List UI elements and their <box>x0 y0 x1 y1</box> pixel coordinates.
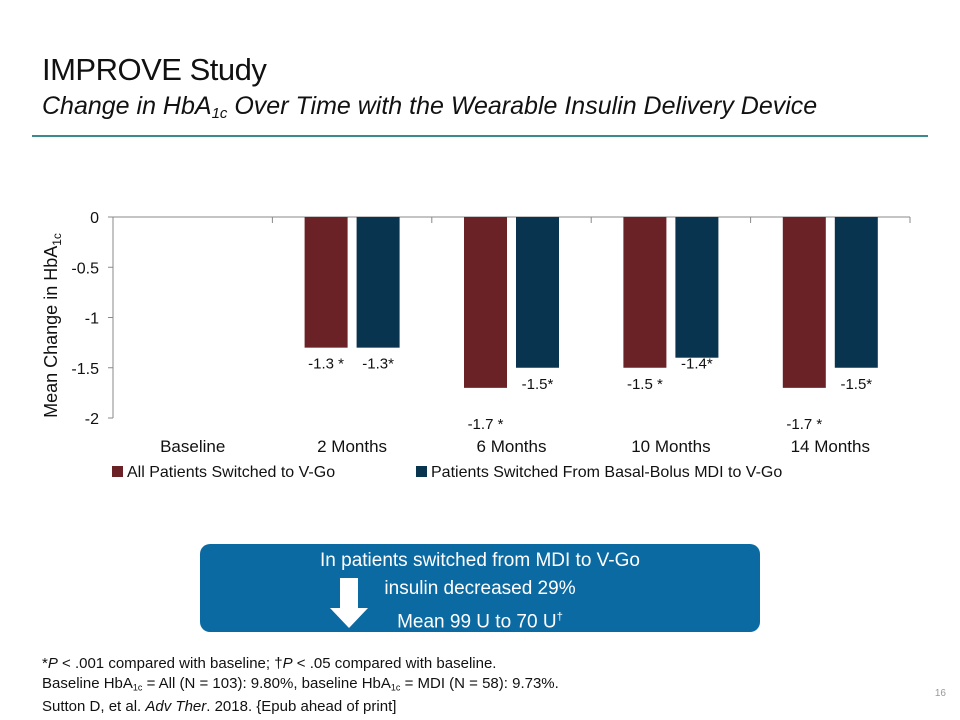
callout-line-2: insulin decreased 29% <box>384 578 576 599</box>
bar-all-patients <box>623 217 667 368</box>
data-label: -1.3* <box>362 356 394 373</box>
footnote-2-d: 1c <box>390 682 401 693</box>
legend-label: Patients Switched From Basal-Bolus MDI t… <box>431 464 782 481</box>
slide-title: IMPROVE Study <box>42 52 267 87</box>
callout-line-3: Mean 99 U to 70 U† <box>200 603 760 636</box>
callout-line-1: In patients switched from MDI to V-Go <box>320 550 640 571</box>
data-label: -1.7 * <box>786 416 822 433</box>
footnote-1-a: * <box>42 655 48 672</box>
footnote-1-c: < .001 compared with baseline; † <box>57 655 283 672</box>
slide-subtitle: Change in HbA1c Over Time with the Weara… <box>42 92 817 122</box>
callout-line-3-text: Mean 99 U to 70 U <box>397 611 557 633</box>
y-tick-label: -2 <box>85 411 99 428</box>
bar-mdi-patients <box>834 217 878 368</box>
footnote-2-a: Baseline HbA <box>42 675 133 692</box>
data-label: -1.4* <box>681 356 713 373</box>
insulin-callout-box: In patients switched from MDI to V-Go in… <box>200 544 760 632</box>
subtitle-text-b: Over Time with the Wearable Insulin Deli… <box>227 92 818 120</box>
bar-mdi-patients <box>356 217 400 348</box>
bar-all-patients <box>304 217 348 348</box>
y-tick-label: -0.5 <box>71 260 99 277</box>
footnote-1-b: P <box>47 655 58 672</box>
footnote-3-a: Sutton D, et al. <box>42 698 146 716</box>
x-tick-label: Baseline <box>160 437 225 456</box>
y-axis-title-subscript: 1c <box>50 233 64 246</box>
y-tick-label: 0 <box>90 210 99 227</box>
callout-dagger: † <box>556 611 563 623</box>
down-arrow-icon <box>330 578 368 628</box>
data-label: -1.5* <box>522 376 554 393</box>
y-tick-label: -1 <box>85 311 99 328</box>
footnote-3-b: Adv Ther <box>145 698 207 716</box>
data-label: -1.5 * <box>627 376 663 393</box>
legend-swatch <box>112 466 123 477</box>
bar-all-patients <box>464 217 507 388</box>
subtitle-subscript: 1c <box>211 104 228 122</box>
subtitle-text-a: Change in HbA <box>42 92 212 120</box>
x-tick-label: 2 Months <box>317 437 387 456</box>
y-axis-title: Mean Change in HbA1c <box>41 233 64 418</box>
x-tick-label: 10 Months <box>631 437 710 456</box>
data-label: -1.3 * <box>308 356 344 373</box>
footnote-2-e: = MDI (N = 58): 9.73%. <box>400 675 559 692</box>
footnote-2-c: = All (N = 103): 9.80%, baseline HbA <box>142 675 391 692</box>
bar-mdi-patients <box>516 217 559 368</box>
data-label: -1.5* <box>840 376 872 393</box>
footnote-1-d: P <box>282 655 293 672</box>
y-axis-title-text: Mean Change in HbA <box>41 246 61 418</box>
page-number: 16 <box>934 688 946 699</box>
footnote-3-c: . 2018. {Epub ahead of print] <box>206 698 397 716</box>
footnote-line-2: Baseline HbA1c = All (N = 103): 9.80%, b… <box>42 674 559 697</box>
footnote-line-1: *P < .001 compared with baseline; †P < .… <box>42 654 559 674</box>
y-tick-label: -1.5 <box>71 361 99 378</box>
footnote-2-b: 1c <box>132 682 143 693</box>
data-label: -1.7 * <box>468 416 504 433</box>
legend-label: All Patients Switched to V-Go <box>127 464 335 481</box>
x-tick-label: 14 Months <box>791 437 870 456</box>
footnotes: *P < .001 compared with baseline; †P < .… <box>42 654 559 717</box>
x-tick-label: 6 Months <box>477 437 547 456</box>
title-divider <box>32 135 928 137</box>
bar-all-patients <box>782 217 826 388</box>
bar-chart: 0 -0.5 -1 -1.5 -2 Mean Change in HbA1c Baselin… <box>41 210 911 481</box>
footnote-line-3: Sutton D, et al. Adv Ther. 2018. {Epub a… <box>42 697 559 717</box>
footnote-1-e: < .05 compared with baseline. <box>292 655 497 672</box>
bar-mdi-patients <box>675 217 719 358</box>
legend-swatch <box>416 466 427 477</box>
